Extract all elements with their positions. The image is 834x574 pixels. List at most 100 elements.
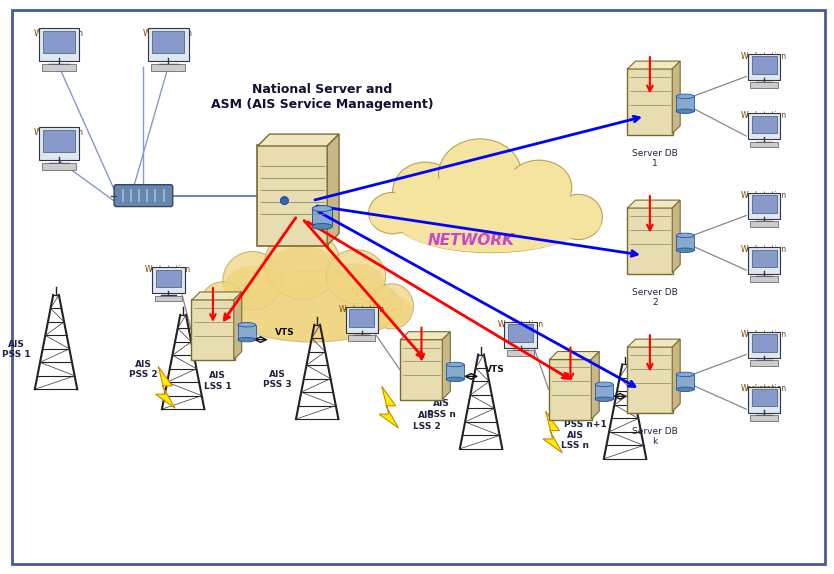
Polygon shape	[591, 351, 600, 419]
Ellipse shape	[238, 323, 256, 327]
FancyBboxPatch shape	[507, 350, 535, 356]
Text: National Server and
ASM (AIS Service Management): National Server and ASM (AIS Service Man…	[211, 83, 434, 111]
Polygon shape	[627, 339, 681, 347]
FancyBboxPatch shape	[399, 339, 444, 400]
Text: Workstation: Workstation	[741, 385, 787, 393]
Polygon shape	[379, 386, 399, 428]
Text: VTS: VTS	[485, 365, 505, 374]
Ellipse shape	[326, 250, 385, 304]
FancyBboxPatch shape	[312, 208, 332, 226]
Ellipse shape	[595, 397, 613, 401]
FancyBboxPatch shape	[345, 307, 378, 333]
Text: VTS: VTS	[634, 385, 654, 394]
FancyBboxPatch shape	[152, 267, 184, 293]
FancyBboxPatch shape	[154, 296, 182, 301]
Text: AIS
PSS 2: AIS PSS 2	[129, 360, 158, 379]
FancyBboxPatch shape	[751, 56, 776, 73]
Text: Workstation: Workstation	[34, 29, 84, 38]
FancyBboxPatch shape	[748, 193, 781, 219]
Ellipse shape	[264, 228, 340, 299]
Text: Workstation: Workstation	[741, 52, 787, 61]
Ellipse shape	[555, 195, 602, 239]
Ellipse shape	[595, 382, 613, 386]
Polygon shape	[543, 411, 562, 453]
Ellipse shape	[201, 282, 244, 323]
FancyBboxPatch shape	[595, 385, 613, 400]
Ellipse shape	[223, 271, 402, 342]
FancyBboxPatch shape	[751, 195, 776, 213]
FancyBboxPatch shape	[626, 207, 673, 274]
Text: Workstation: Workstation	[145, 265, 191, 274]
Ellipse shape	[440, 157, 520, 206]
FancyBboxPatch shape	[38, 127, 79, 160]
Polygon shape	[627, 61, 681, 69]
FancyBboxPatch shape	[42, 64, 76, 71]
FancyBboxPatch shape	[114, 185, 173, 207]
Polygon shape	[672, 200, 681, 273]
Ellipse shape	[676, 233, 694, 238]
Ellipse shape	[676, 372, 694, 377]
FancyBboxPatch shape	[751, 250, 776, 267]
Text: AIS
PSS n+1: AIS PSS n+1	[564, 409, 606, 429]
Text: Workstation: Workstation	[143, 29, 193, 38]
FancyBboxPatch shape	[349, 309, 374, 327]
FancyBboxPatch shape	[156, 270, 181, 287]
Polygon shape	[155, 366, 175, 408]
Text: Workstation: Workstation	[741, 191, 787, 200]
Ellipse shape	[280, 197, 289, 204]
Polygon shape	[442, 332, 450, 400]
Text: AIS
LSS 2: AIS LSS 2	[413, 411, 440, 430]
Ellipse shape	[369, 284, 414, 329]
Ellipse shape	[676, 109, 694, 114]
FancyBboxPatch shape	[257, 145, 328, 246]
Ellipse shape	[676, 387, 694, 391]
FancyBboxPatch shape	[676, 374, 694, 389]
FancyBboxPatch shape	[676, 235, 694, 250]
Text: AIS
PSS 3: AIS PSS 3	[264, 370, 292, 389]
FancyBboxPatch shape	[751, 415, 777, 421]
Text: VTS: VTS	[274, 328, 294, 337]
FancyBboxPatch shape	[748, 247, 781, 274]
Ellipse shape	[202, 292, 244, 321]
Text: Workstation: Workstation	[498, 320, 544, 329]
FancyBboxPatch shape	[43, 130, 75, 152]
FancyBboxPatch shape	[549, 359, 592, 420]
FancyBboxPatch shape	[751, 82, 777, 88]
FancyBboxPatch shape	[505, 322, 537, 348]
Text: Server DB
1: Server DB 1	[632, 149, 678, 168]
Ellipse shape	[228, 284, 397, 342]
Ellipse shape	[555, 205, 601, 237]
FancyBboxPatch shape	[38, 28, 79, 61]
Polygon shape	[327, 134, 339, 245]
Ellipse shape	[398, 195, 584, 253]
FancyBboxPatch shape	[43, 31, 75, 53]
Ellipse shape	[369, 203, 415, 232]
Text: Workstation: Workstation	[741, 111, 787, 120]
FancyBboxPatch shape	[191, 299, 235, 360]
Text: AIS
LSS n: AIS LSS n	[561, 431, 590, 451]
FancyBboxPatch shape	[751, 389, 776, 406]
Ellipse shape	[508, 174, 570, 212]
Text: NETWORK: NETWORK	[428, 233, 515, 248]
Polygon shape	[627, 200, 681, 208]
Ellipse shape	[394, 177, 456, 218]
Ellipse shape	[676, 248, 694, 253]
FancyBboxPatch shape	[748, 332, 781, 358]
Ellipse shape	[266, 246, 338, 296]
Polygon shape	[672, 61, 681, 134]
Ellipse shape	[439, 139, 521, 210]
FancyBboxPatch shape	[751, 142, 777, 148]
FancyBboxPatch shape	[751, 276, 777, 281]
Ellipse shape	[506, 160, 572, 215]
Text: Workstation: Workstation	[339, 305, 385, 314]
FancyBboxPatch shape	[42, 163, 76, 170]
Text: AIS
PSS n: AIS PSS n	[427, 400, 455, 419]
FancyBboxPatch shape	[751, 221, 777, 227]
Ellipse shape	[446, 377, 465, 382]
Polygon shape	[672, 339, 681, 412]
FancyBboxPatch shape	[751, 360, 777, 366]
Text: AIS
LSS 1: AIS LSS 1	[204, 371, 232, 391]
Ellipse shape	[369, 192, 417, 234]
FancyBboxPatch shape	[748, 386, 781, 413]
Polygon shape	[550, 351, 600, 359]
